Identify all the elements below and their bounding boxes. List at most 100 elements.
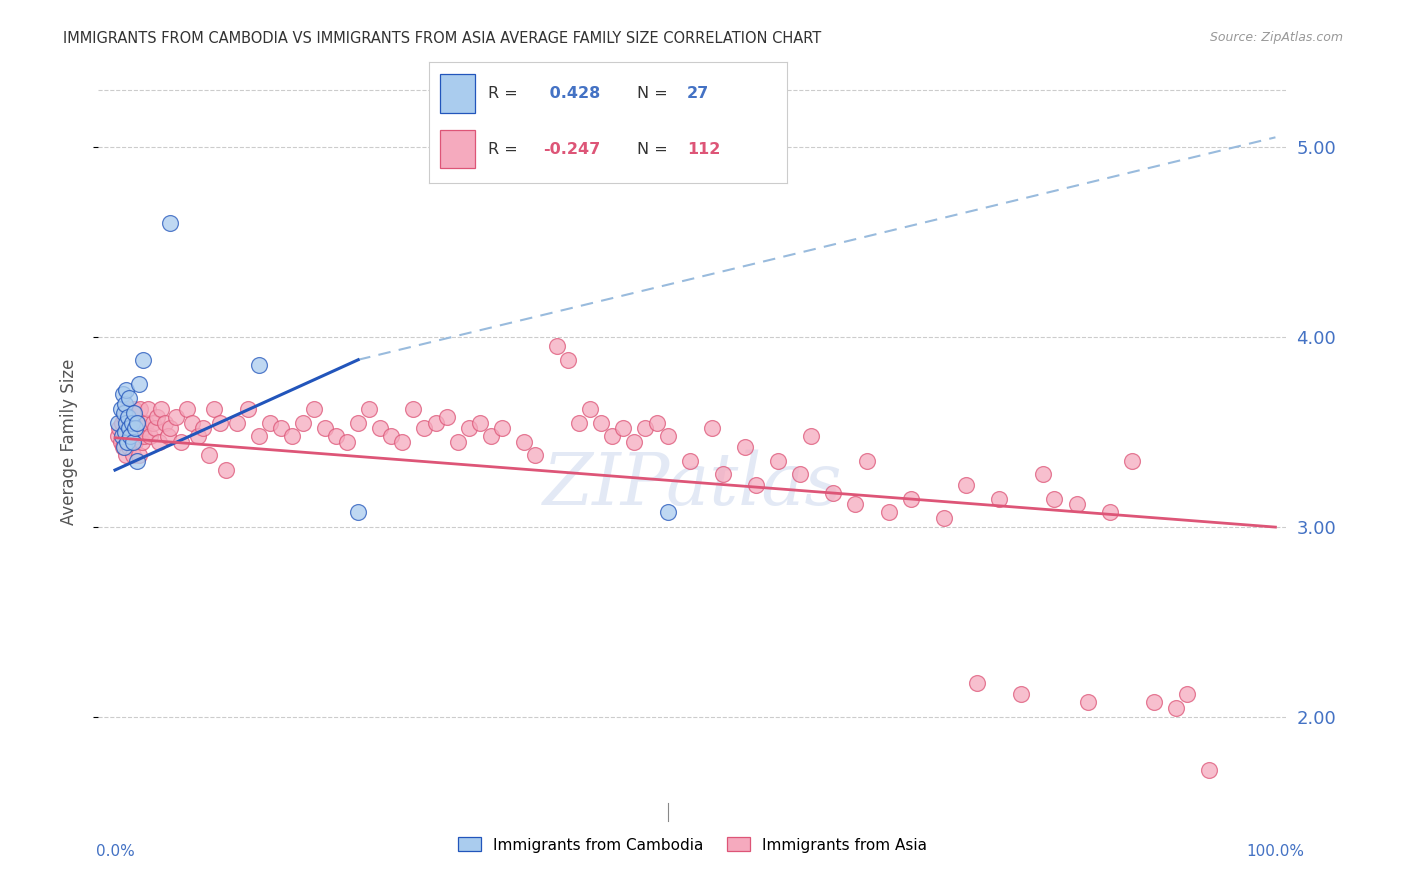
Point bbox=[591, 416, 613, 430]
Point bbox=[146, 409, 169, 424]
Point bbox=[789, 467, 811, 481]
Point bbox=[132, 429, 155, 443]
Point bbox=[142, 416, 165, 430]
Point bbox=[118, 440, 141, 454]
Point bbox=[159, 216, 181, 230]
Point bbox=[139, 429, 162, 443]
Point bbox=[117, 434, 139, 449]
Point bbox=[127, 416, 149, 430]
Text: N =: N = bbox=[637, 87, 668, 102]
Point bbox=[855, 453, 877, 467]
Point bbox=[568, 416, 591, 430]
Point bbox=[170, 434, 193, 449]
Point bbox=[546, 339, 568, 353]
Point bbox=[1121, 453, 1143, 467]
Point bbox=[900, 491, 922, 506]
Point bbox=[148, 434, 170, 449]
Point bbox=[932, 510, 955, 524]
Point bbox=[391, 434, 413, 449]
Point bbox=[457, 421, 479, 435]
Point bbox=[193, 421, 215, 435]
Point bbox=[112, 440, 135, 454]
Text: N =: N = bbox=[637, 142, 668, 157]
Point bbox=[955, 478, 977, 492]
Text: IMMIGRANTS FROM CAMBODIA VS IMMIGRANTS FROM ASIA AVERAGE FAMILY SIZE CORRELATION: IMMIGRANTS FROM CAMBODIA VS IMMIGRANTS F… bbox=[63, 31, 821, 46]
Point bbox=[117, 409, 139, 424]
Point bbox=[612, 421, 634, 435]
Point bbox=[281, 429, 304, 443]
Bar bbox=[440, 130, 475, 169]
Point bbox=[121, 425, 143, 439]
Text: R =: R = bbox=[488, 142, 517, 157]
Point bbox=[823, 486, 845, 500]
Point bbox=[111, 387, 134, 401]
Point bbox=[1010, 687, 1032, 701]
Point bbox=[1143, 695, 1166, 709]
Point bbox=[118, 416, 141, 430]
Point bbox=[1198, 764, 1220, 778]
Point bbox=[110, 434, 132, 449]
Point bbox=[711, 467, 734, 481]
Point bbox=[402, 402, 425, 417]
Point bbox=[557, 352, 579, 367]
Point bbox=[766, 453, 789, 467]
Point bbox=[208, 416, 231, 430]
Point bbox=[623, 434, 645, 449]
Point bbox=[247, 359, 270, 373]
Point bbox=[247, 429, 270, 443]
Point bbox=[120, 409, 142, 424]
Point bbox=[127, 416, 149, 430]
Point bbox=[125, 421, 148, 435]
Point bbox=[131, 421, 153, 435]
Point bbox=[153, 416, 176, 430]
Point bbox=[800, 429, 823, 443]
Point bbox=[468, 416, 491, 430]
Point bbox=[314, 421, 336, 435]
Y-axis label: Average Family Size: Average Family Size bbox=[59, 359, 77, 524]
Point bbox=[745, 478, 768, 492]
Point bbox=[115, 402, 138, 417]
Point bbox=[107, 429, 129, 443]
Point bbox=[111, 429, 134, 443]
Point bbox=[108, 421, 131, 435]
Point bbox=[118, 421, 141, 435]
Point bbox=[181, 416, 204, 430]
Point bbox=[115, 434, 138, 449]
Point bbox=[122, 402, 145, 417]
Point bbox=[129, 402, 152, 417]
Text: 0.0%: 0.0% bbox=[96, 845, 135, 859]
Point bbox=[700, 421, 723, 435]
Point bbox=[121, 416, 143, 430]
Point bbox=[121, 434, 143, 449]
Point bbox=[679, 453, 702, 467]
Point bbox=[368, 421, 391, 435]
Point bbox=[1043, 491, 1066, 506]
Point bbox=[523, 448, 546, 462]
Point bbox=[111, 440, 134, 454]
Point bbox=[204, 402, 226, 417]
Point bbox=[1032, 467, 1054, 481]
Point bbox=[124, 421, 146, 435]
Point bbox=[1077, 695, 1099, 709]
Point bbox=[446, 434, 468, 449]
Point bbox=[336, 434, 359, 449]
Point bbox=[165, 409, 187, 424]
Point bbox=[114, 425, 136, 439]
Point bbox=[491, 421, 513, 435]
Point bbox=[436, 409, 458, 424]
Point bbox=[877, 505, 900, 519]
Legend: Immigrants from Cambodia, Immigrants from Asia: Immigrants from Cambodia, Immigrants fro… bbox=[450, 830, 935, 860]
Point bbox=[657, 505, 679, 519]
Point bbox=[110, 402, 132, 417]
Point bbox=[118, 391, 141, 405]
Point bbox=[634, 421, 657, 435]
Point bbox=[136, 402, 159, 417]
Point bbox=[135, 416, 157, 430]
Point bbox=[120, 429, 142, 443]
Point bbox=[157, 429, 180, 443]
Point bbox=[112, 409, 135, 424]
Point bbox=[602, 429, 624, 443]
Point bbox=[150, 402, 173, 417]
Text: 112: 112 bbox=[688, 142, 720, 157]
Point bbox=[114, 396, 136, 410]
